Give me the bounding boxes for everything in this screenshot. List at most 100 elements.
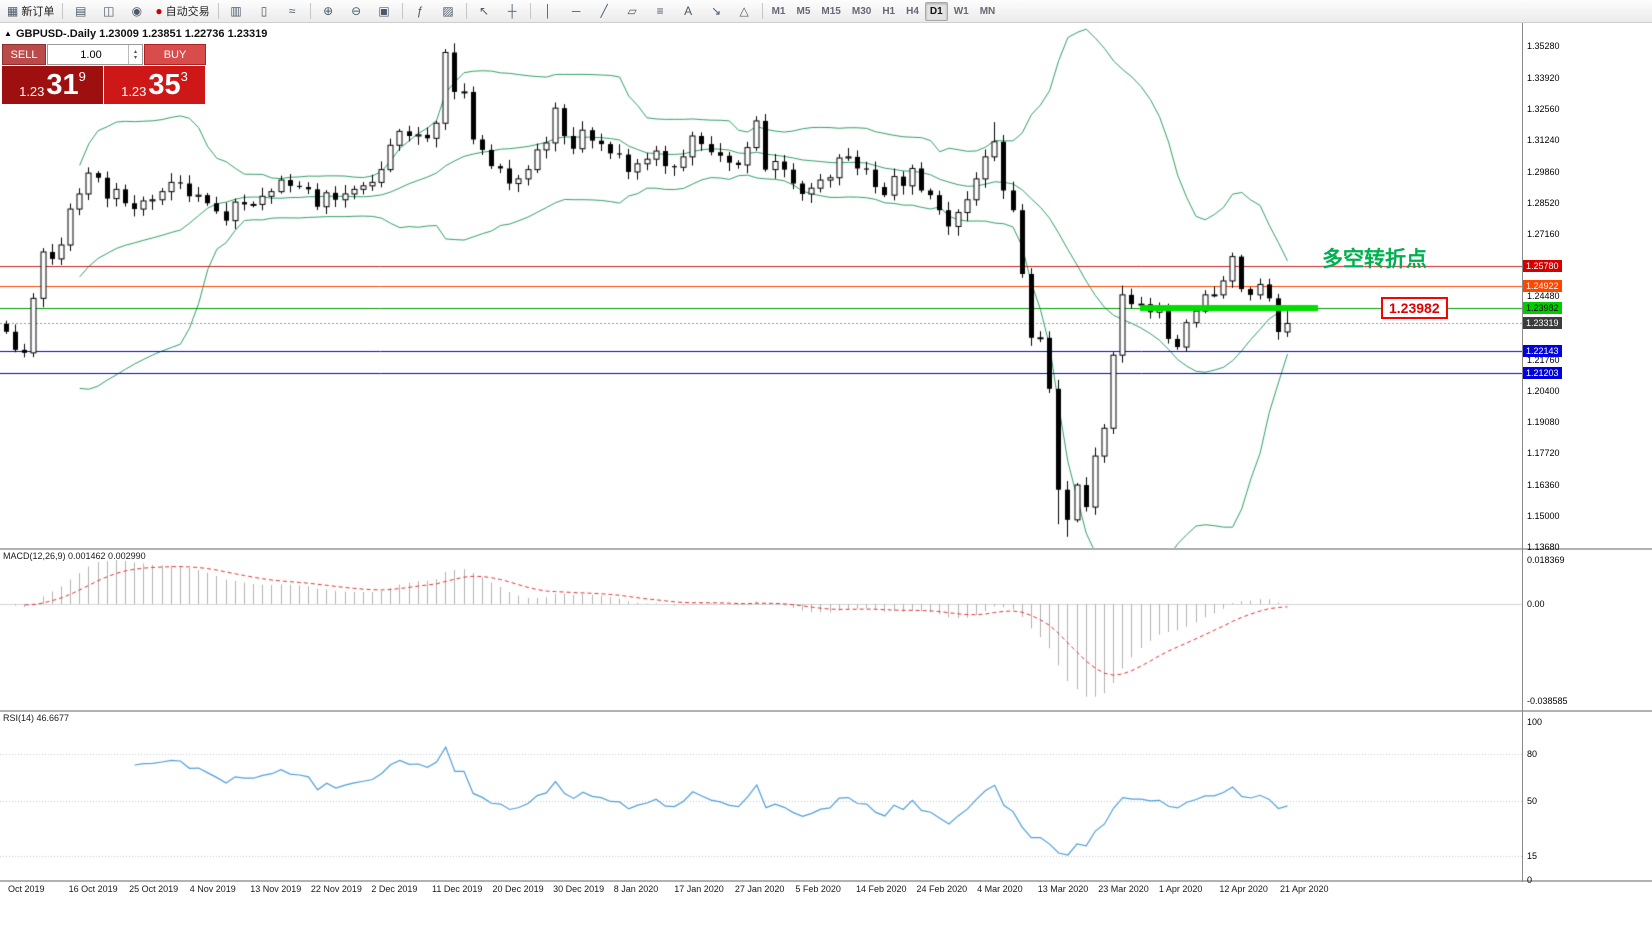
- shapes-button[interactable]: △: [731, 1, 758, 22]
- price-axis-label: 1.15000: [1527, 511, 1560, 522]
- time-axis-label: 16 Oct 2019: [68, 884, 118, 894]
- volume-input[interactable]: 1.00 ▴ ▾: [47, 44, 143, 65]
- text-tool-icon: A: [684, 4, 693, 18]
- templates-button[interactable]: ▨: [435, 1, 462, 22]
- spin-up-icon[interactable]: ▴: [133, 48, 137, 55]
- one-click-panel-toggle[interactable]: ▲: [4, 29, 12, 38]
- price-axis-label: 1.29860: [1527, 166, 1560, 177]
- horizontal-line-button[interactable]: ─: [563, 1, 590, 22]
- toolbar-separator: [761, 3, 763, 19]
- time-axis-label: 23 Mar 2020: [1098, 884, 1149, 894]
- buy-price-prefix: 1.23: [121, 84, 147, 99]
- macd-pane-canvas[interactable]: [0, 550, 1522, 710]
- sell-price-button[interactable]: 1.23 31 9: [2, 66, 103, 104]
- price-axis-label: 1.28520: [1527, 197, 1560, 208]
- crosshair-icon: ┼: [507, 4, 517, 18]
- rsi-pane-separator[interactable]: [0, 710, 1652, 712]
- vertical-line-button[interactable]: │: [535, 1, 562, 22]
- price-axis-label: 1.21760: [1527, 354, 1560, 365]
- zoom-out-icon: ⊖: [351, 4, 362, 18]
- fibonacci-button[interactable]: ≡: [647, 1, 674, 22]
- zoom-in-button[interactable]: ⊕: [315, 1, 342, 22]
- sell-price-pips: 31: [46, 68, 79, 101]
- timeframe-mn-button[interactable]: MN: [979, 5, 996, 17]
- sound-alerts-button[interactable]: ◉: [123, 1, 150, 22]
- zoom-out-button[interactable]: ⊖: [343, 1, 370, 22]
- price-axis-label: 1.32560: [1527, 104, 1560, 115]
- macd-scale-zero: 0.00: [1527, 599, 1545, 609]
- timeframe-h1-button[interactable]: H1: [882, 5, 896, 17]
- indicators-button[interactable]: ƒ: [407, 1, 434, 22]
- spin-down-icon[interactable]: ▾: [133, 54, 137, 61]
- volume-value: 1.00: [80, 48, 102, 61]
- volume-spinner[interactable]: ▴ ▾: [128, 45, 142, 64]
- channel-icon: ▱: [627, 4, 637, 18]
- bar-chart-mode-icon: ▥: [230, 4, 242, 18]
- tile-windows-icon: ▣: [378, 4, 390, 18]
- autotrading-label: 自动交易: [165, 6, 210, 18]
- price-axis-label: 1.27160: [1527, 229, 1560, 240]
- new-order-label: 新订单: [21, 6, 55, 18]
- arrow-tool-button[interactable]: ↘: [703, 1, 730, 22]
- macd-pane-separator[interactable]: [0, 548, 1652, 550]
- rsi-scale-label: 80: [1527, 748, 1538, 759]
- time-axis-label: 25 Oct 2019: [129, 884, 179, 894]
- toolbar-separator: [309, 3, 311, 19]
- price-axis-label: 1.16360: [1527, 479, 1560, 490]
- bar-chart-mode-button[interactable]: ▥: [223, 1, 250, 22]
- candlestick-mode-icon: ▯: [260, 4, 268, 18]
- candlestick-mode-button[interactable]: ▯: [251, 1, 278, 22]
- price-axis-label: 1.31240: [1527, 134, 1560, 145]
- trendline-button[interactable]: ╱: [591, 1, 618, 22]
- text-tool-button[interactable]: A: [675, 1, 702, 22]
- price-level-badge: 1.24922: [1523, 280, 1562, 293]
- price-level-flag[interactable]: 1.23982: [1381, 297, 1448, 319]
- chart-title: GBPUSD-.Daily 1.23009 1.23851 1.22736 1.…: [16, 28, 268, 40]
- time-axis-label: 22 Nov 2019: [310, 884, 362, 894]
- autotrading-icon: ●: [155, 4, 163, 18]
- buy-price-pips: 35: [148, 68, 181, 101]
- time-axis-label: 24 Feb 2020: [916, 884, 968, 894]
- timeframe-m15-button[interactable]: M15: [821, 5, 841, 17]
- crosshair-button[interactable]: ┼: [499, 1, 526, 22]
- arrow-tool-icon: ↘: [711, 4, 722, 18]
- line-chart-mode-button[interactable]: ≈: [279, 1, 306, 22]
- time-axis-separator: [0, 880, 1652, 882]
- time-axis-label: 14 Feb 2020: [855, 884, 907, 894]
- sound-alerts-icon: ◉: [131, 4, 143, 18]
- timeframe-m30-button[interactable]: M30: [851, 5, 872, 17]
- chart-windows-button[interactable]: ▤: [67, 1, 94, 22]
- time-axis-label: 1 Apr 2020: [1158, 884, 1203, 894]
- toolbar-separator: [529, 3, 531, 19]
- new-order-button[interactable]: ▦ 新订单: [3, 1, 58, 22]
- rsi-scale-label: 15: [1527, 851, 1538, 862]
- sell-button[interactable]: SELL: [2, 44, 46, 65]
- channel-button[interactable]: ▱: [619, 1, 646, 22]
- price-level-badge: 1.23319: [1523, 317, 1562, 330]
- buy-price-button[interactable]: 1.23 35 3: [104, 66, 205, 104]
- tile-windows-button[interactable]: ▣: [371, 1, 398, 22]
- timeframe-m5-button[interactable]: M5: [796, 5, 811, 17]
- profiles-button[interactable]: ◫: [95, 1, 122, 22]
- shapes-icon: △: [739, 4, 749, 18]
- rsi-pane-canvas[interactable]: [0, 712, 1522, 880]
- cursor-button[interactable]: ↖: [471, 1, 498, 22]
- time-axis-label: 4 Mar 2020: [977, 884, 1023, 894]
- toolbar-separator: [217, 3, 219, 19]
- time-axis-label: 20 Dec 2019: [492, 884, 544, 894]
- price-axis-label: 1.24480: [1527, 291, 1560, 302]
- timeframe-m1-button[interactable]: M1: [771, 5, 786, 17]
- time-axis-label: 13 Nov 2019: [250, 884, 302, 894]
- profiles-icon: ◫: [103, 4, 115, 18]
- price-chart-canvas[interactable]: [0, 23, 1522, 549]
- timeframe-w1-button[interactable]: W1: [953, 5, 969, 17]
- autotrading-button[interactable]: ● 自动交易: [151, 1, 213, 22]
- time-axis-label: 11 Dec 2019: [431, 884, 483, 894]
- timeframe-h4-button[interactable]: H4: [906, 5, 919, 17]
- time-axis-label: 8 Jan 2020: [613, 884, 659, 894]
- trendline-icon: ╱: [600, 4, 608, 18]
- buy-button[interactable]: BUY: [144, 44, 206, 65]
- price-axis-border: [1522, 23, 1523, 882]
- timeframe-d1-button[interactable]: D1: [924, 1, 948, 21]
